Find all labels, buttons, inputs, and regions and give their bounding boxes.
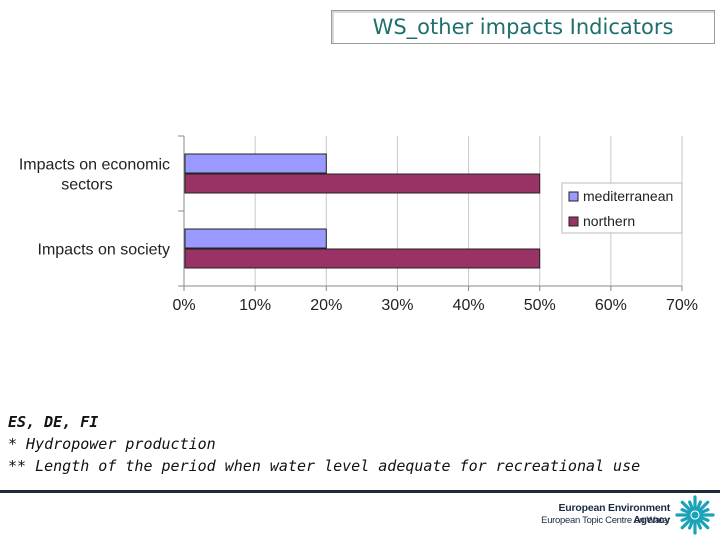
sunburst-ray	[698, 515, 710, 522]
legend-swatch-northern	[568, 216, 579, 227]
chart-axes	[178, 135, 683, 291]
x-tick-label: 20%	[310, 297, 342, 314]
x-tick-label: 40%	[453, 297, 485, 314]
x-tick-label: 60%	[595, 297, 627, 314]
sunburst-ray	[688, 518, 695, 530]
sunburst-ray	[697, 500, 710, 513]
x-tick-label: 50%	[524, 297, 556, 314]
footer-divider	[0, 490, 720, 493]
footnotes: ES, DE, FI * Hydropower production ** Le…	[8, 411, 640, 477]
x-tick-label: 10%	[239, 297, 271, 314]
chart-bars	[184, 153, 541, 269]
x-tick-label: 70%	[666, 297, 698, 314]
y-category-labels: Impacts on economic sectors Impacts on soc…	[19, 157, 170, 259]
x-tick-labels: 0% 10% 20% 30% 40% 50% 60% 70%	[172, 297, 698, 314]
sunburst-ray	[680, 517, 693, 530]
agency-name: European Environment Agency	[558, 502, 670, 526]
sunburst-ray	[680, 515, 692, 522]
hydropower-note: * Hydropower production	[8, 435, 216, 453]
bar-chart: 0% 10% 20% 30% 40% 50% 60% 70% Impacts on econo…	[19, 135, 698, 314]
legend-label-northern: northern	[583, 213, 635, 229]
legend-swatch-mediterranean	[568, 191, 579, 202]
eea-sunburst-icon	[675, 495, 715, 535]
sunburst-ray	[680, 500, 693, 513]
countries-note: ES, DE, FI	[8, 413, 99, 431]
x-tick-label: 0%	[172, 297, 195, 314]
bar-mediterranean	[184, 228, 327, 249]
sunburst-ray	[695, 518, 702, 530]
x-tick-label: 30%	[381, 297, 413, 314]
sunburst-ray	[688, 500, 695, 512]
sunburst-ray	[698, 508, 710, 515]
category-label: sectors	[61, 177, 113, 194]
category-label: Impacts on society	[38, 242, 171, 259]
category-label: Impacts on economic	[19, 157, 170, 174]
recreation-note: ** Length of the period when water level…	[8, 457, 641, 475]
sunburst-ray	[680, 508, 692, 515]
slide-title: WS_other impacts Indicators	[331, 10, 715, 44]
eea-logo: European Environment Agency European Top…	[534, 495, 716, 535]
legend-label-mediterranean: mediterranean	[583, 188, 673, 204]
legend-box	[561, 182, 683, 234]
chart-legend: mediterranean northern	[561, 182, 683, 234]
sunburst-ray	[697, 517, 710, 530]
sunburst-ray	[695, 500, 702, 512]
bar-northern	[184, 248, 541, 269]
bar-northern	[184, 173, 541, 194]
etc-name: European Topic Centre on Water	[541, 515, 670, 526]
bar-mediterranean	[184, 153, 327, 174]
sunburst-center	[691, 511, 699, 519]
